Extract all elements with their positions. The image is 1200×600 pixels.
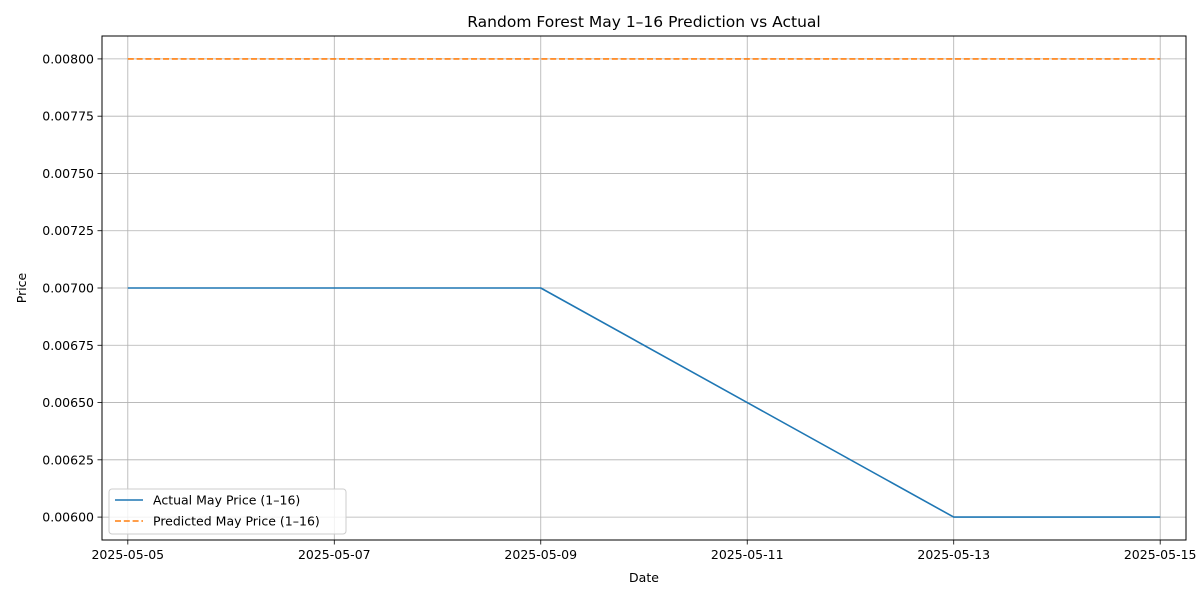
legend: Actual May Price (1–16) Predicted May Pr… [108,488,347,535]
y-tick-label: 0.00650 [42,395,94,410]
y-tick-label: 0.00750 [42,166,94,181]
y-tick-label: 0.00775 [42,109,94,124]
y-tick-label: 0.00700 [42,281,94,296]
x-axis-label: Date [629,570,659,585]
y-tick-label: 0.00675 [42,338,94,353]
y-tick-label: 0.00600 [42,510,94,525]
x-tick-label: 2025-05-11 [711,547,784,562]
legend-box [108,488,347,535]
y-axis-label: Price [14,272,29,303]
x-tick-label: 2025-05-09 [504,547,577,562]
y-tick-label: 0.00625 [42,452,94,467]
x-tick-label: 2025-05-15 [1124,547,1197,562]
series-line-actual [127,287,1161,518]
ticks-layer: 2025-05-05 2025-05-07 2025-05-09 2025-05-11… [42,51,1196,562]
y-tick-label: 0.00800 [42,51,94,66]
legend-label-predicted: Predicted May Price (1–16) [153,514,320,529]
series-layer [127,58,1161,518]
x-tick-label: 2025-05-13 [917,547,990,562]
chart-title: Random Forest May 1–16 Prediction vs Act… [467,13,821,31]
y-tick-label: 0.00725 [42,223,94,238]
x-tick-label: 2025-05-07 [298,547,371,562]
x-tick-label: 2025-05-05 [91,547,164,562]
legend-label-actual: Actual May Price (1–16) [153,493,300,508]
